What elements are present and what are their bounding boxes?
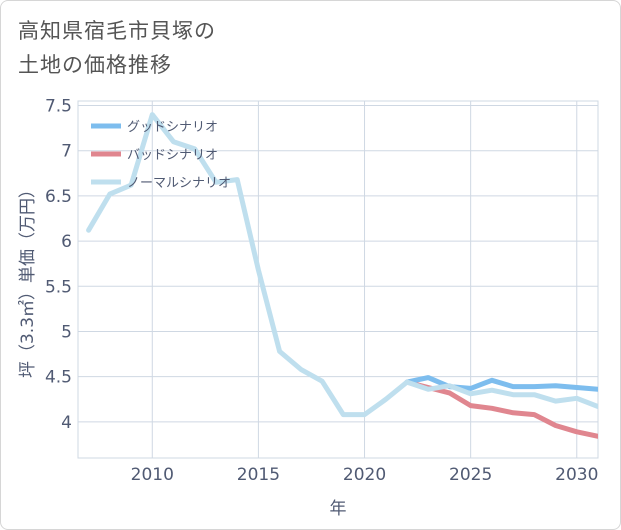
y-tick-label: 4.5 (45, 368, 72, 388)
y-tick-label: 7.5 (45, 97, 72, 117)
series-line-0 (404, 375, 598, 392)
x-axis-label: 年 (330, 499, 347, 519)
x-tick-label: 2020 (343, 465, 386, 485)
legend-label: ノーマルシナリオ (127, 176, 231, 191)
plot-area-border (77, 100, 599, 459)
x-tick-label: 2030 (555, 465, 598, 485)
legend-label: バッドシナリオ (127, 148, 218, 163)
chart-title-line2: 土地の価格推移 (18, 53, 172, 77)
y-tick-label: 5 (61, 322, 72, 342)
x-tick-label: 2015 (237, 465, 280, 485)
y-tick-label: 4 (61, 413, 72, 433)
y-tick-label: 5.5 (45, 277, 72, 297)
y-axis-label: 坪（3.3㎡）単価（万円） (18, 181, 38, 378)
y-tick-label: 6 (61, 232, 72, 252)
legend-label: グッドシナリオ (127, 120, 218, 135)
x-tick-label: 2025 (449, 465, 492, 485)
chart-title-line1: 高知県宿毛市貝塚の (18, 19, 216, 43)
series-line-1 (404, 379, 598, 439)
y-tick-label: 6.5 (45, 187, 72, 207)
y-axis-ticks: 4 4.5 5 5.5 6 6.5 7 7.5 (45, 97, 72, 433)
grid-lines (78, 101, 598, 458)
y-tick-label: 7 (61, 142, 72, 162)
x-tick-label: 2010 (131, 465, 174, 485)
x-axis-ticks: 2010 2015 2020 2025 2030 (131, 465, 599, 485)
chart-title: 高知県宿毛市貝塚の 土地の価格推移 (18, 14, 318, 82)
series-layer (86, 112, 598, 439)
series-line-2 (86, 112, 598, 418)
